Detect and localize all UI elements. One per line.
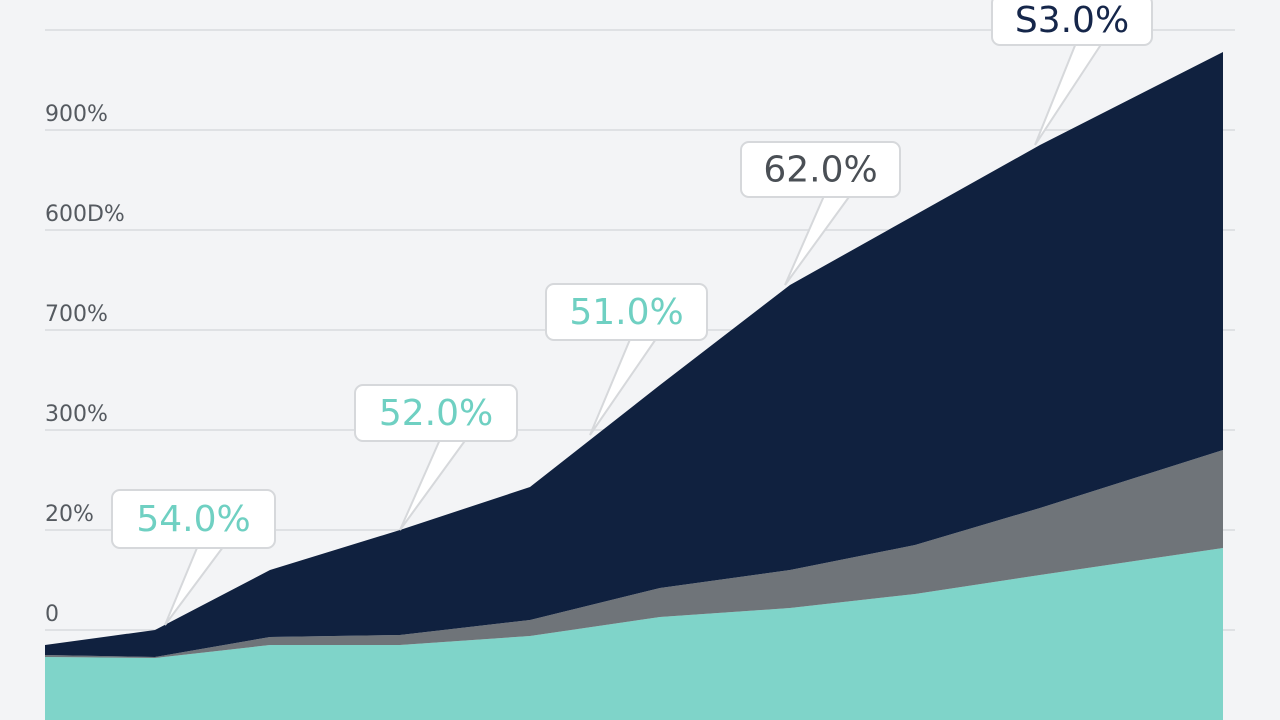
annotation: 52.0% [379,393,493,434]
callout-pointer [164,545,225,626]
callout-pointer [1034,42,1103,146]
annotation: 51.0% [569,292,683,333]
callout-pointer [784,194,852,286]
area [45,450,1223,658]
y-tick-label: 600D% [45,202,125,227]
area [45,52,1223,657]
area [45,548,1223,720]
callout-box [740,141,901,198]
callout-box [354,384,518,442]
callout-pointer [589,337,658,436]
annotation: 62.0% [763,150,877,191]
y-tick-label: 0 [45,602,59,627]
y-tick-label: 20% [45,502,94,527]
y-tick-label: 900% [45,102,108,127]
annotation: S3.0% [1015,0,1129,41]
y-tick-label: 300% [45,402,108,427]
annotation: 54.0% [136,499,250,540]
callout-box [111,489,276,549]
y-tick-label: 700% [45,302,108,327]
callout-box [545,283,708,341]
callout-pointer [399,438,468,531]
callout-box [991,0,1153,46]
